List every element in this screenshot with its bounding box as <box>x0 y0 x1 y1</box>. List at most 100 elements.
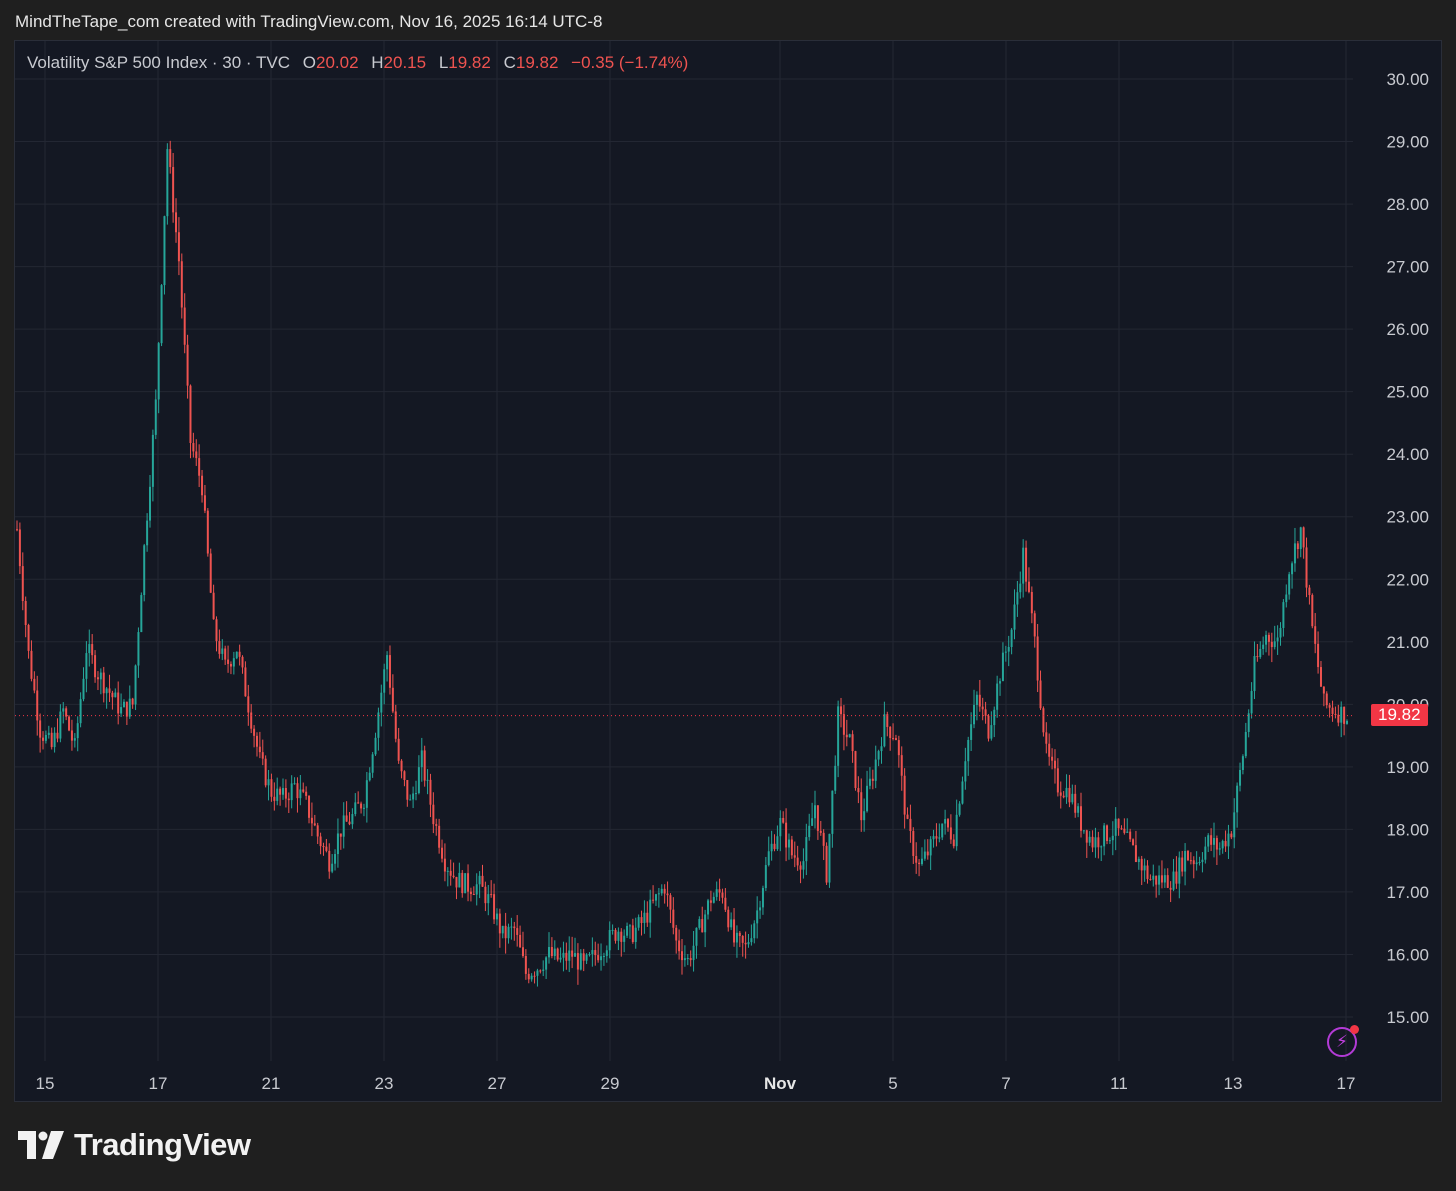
candle-body <box>79 699 82 724</box>
candle-body <box>282 788 284 795</box>
candle-body <box>915 855 918 863</box>
x-tick-label: 29 <box>601 1074 620 1093</box>
candle-body <box>519 934 522 948</box>
chart-panel[interactable]: 15.0016.0017.0018.0019.0020.0021.0022.00… <box>14 40 1442 1102</box>
candle-body <box>530 975 533 980</box>
candle-body <box>1146 865 1149 879</box>
candle-body <box>493 894 496 920</box>
candle-body <box>339 833 342 837</box>
candle-body <box>579 953 582 970</box>
candle-body <box>1030 591 1033 614</box>
candle-body <box>284 788 287 799</box>
candle-body <box>400 760 403 772</box>
tradingview-logo: TradingView <box>18 1127 251 1163</box>
x-tick-label: 5 <box>888 1074 897 1093</box>
candle-body <box>842 714 845 735</box>
candle-body <box>591 950 594 955</box>
candle-body <box>779 817 782 837</box>
candle-body <box>857 788 860 793</box>
candle-body <box>1106 825 1109 841</box>
candle-body <box>1100 846 1103 848</box>
candle-body <box>802 861 805 870</box>
candle-body <box>923 851 926 859</box>
candle-body <box>1288 574 1291 595</box>
candle-body <box>365 780 368 808</box>
candle-body <box>1129 831 1132 840</box>
y-tick-label: 26.00 <box>1386 320 1429 339</box>
candle-body <box>709 900 712 903</box>
candle-body <box>1166 875 1169 888</box>
candle-body <box>452 875 455 878</box>
candle-body <box>455 877 458 888</box>
candle-body <box>955 814 958 847</box>
candle-body <box>169 149 172 168</box>
candle-body <box>1140 858 1143 871</box>
candle-body <box>490 894 493 896</box>
candle-body <box>1036 636 1039 681</box>
candle-body <box>206 510 209 554</box>
candle-body <box>1253 656 1256 692</box>
candle-body <box>203 495 206 511</box>
candle-body <box>302 789 305 792</box>
candle-body <box>727 909 730 928</box>
candle-body <box>602 955 605 957</box>
candle-body <box>458 872 461 888</box>
candle-body <box>814 805 816 819</box>
candle-body <box>351 814 354 825</box>
candle-body <box>137 632 140 666</box>
candle-body <box>1094 837 1097 848</box>
candle-body <box>180 261 183 308</box>
y-tick-label: 25.00 <box>1386 383 1429 402</box>
candle-body <box>510 926 513 928</box>
candle-body <box>944 819 947 824</box>
candle-body <box>588 954 591 956</box>
candle-body <box>686 958 689 960</box>
candle-body <box>18 529 21 567</box>
candle-body <box>241 656 244 668</box>
candle-body <box>964 761 967 782</box>
candle-body <box>131 698 134 705</box>
candle-body <box>296 783 299 799</box>
candle-body <box>845 734 848 738</box>
candle-body <box>391 687 394 712</box>
candle-body <box>776 836 779 850</box>
candle-body <box>1132 839 1135 846</box>
lightning-bolt-icon[interactable]: ⚡ <box>1327 1025 1359 1057</box>
candle-body <box>1230 833 1233 838</box>
candle-body <box>1062 795 1065 798</box>
candle-body <box>1074 793 1077 813</box>
candle-body <box>412 793 415 800</box>
candle-body <box>125 701 128 717</box>
candle-body <box>177 232 180 262</box>
candle-body <box>539 970 542 972</box>
candle-body <box>1270 641 1273 648</box>
candle-body <box>851 734 854 752</box>
candle-body <box>293 783 296 785</box>
candle-body <box>1051 756 1054 761</box>
candle-body <box>1195 862 1198 865</box>
candle-body <box>938 837 941 839</box>
x-tick-label: 7 <box>1001 1074 1010 1093</box>
y-tick-label: 27.00 <box>1386 258 1429 277</box>
candle-body <box>871 778 874 781</box>
candle-body <box>108 688 111 693</box>
chart-canvas[interactable]: 15.0016.0017.0018.0019.0020.0021.0022.00… <box>15 41 1441 1101</box>
candle-body <box>545 957 548 970</box>
candle-body <box>1322 686 1325 694</box>
candle-body <box>383 669 386 693</box>
candle-body <box>868 778 871 786</box>
candle-body <box>978 694 981 707</box>
candle-body <box>996 683 999 710</box>
candle-body <box>718 889 721 893</box>
candle-body <box>735 932 738 943</box>
candle-body <box>790 839 793 856</box>
candle-body <box>981 706 984 710</box>
candle-body <box>232 658 235 667</box>
candle-body <box>1293 543 1296 564</box>
candle-body <box>1189 860 1192 862</box>
candle-body <box>1013 604 1016 630</box>
x-tick-label: 23 <box>375 1074 394 1093</box>
candle-body <box>319 836 322 847</box>
candle-body <box>1259 649 1262 658</box>
y-tick-label: 24.00 <box>1386 445 1429 464</box>
